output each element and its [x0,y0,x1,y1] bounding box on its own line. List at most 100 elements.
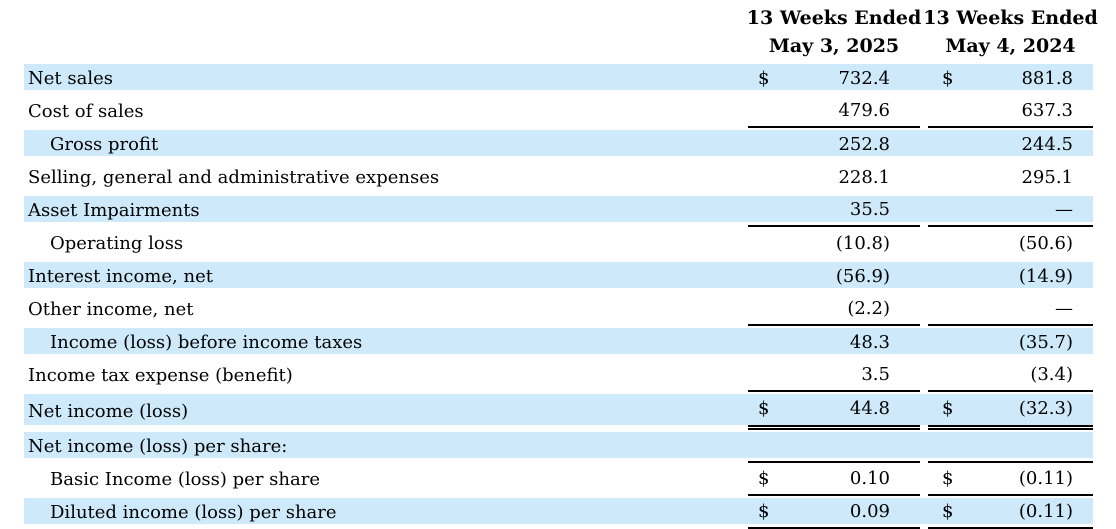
header-label-spacer [24,0,748,62]
value-cell-2025: $44.8 [748,392,920,430]
amount-2024: (32.3) [1018,398,1073,419]
column-gap [920,260,928,293]
table-row: Interest income, net (56.9) (14.9) [24,260,1093,293]
value-cell-2025: (56.9) [748,260,920,293]
amount-2025: 228.1 [838,167,890,188]
table-row: Net income (loss) per share: [24,430,1093,463]
col-header-line2: May 4, 2024 [945,35,1076,57]
amount-2024: — [1055,298,1073,319]
dollar-sign: $ [758,468,770,489]
value-cell-2024: (3.4) [928,359,1093,392]
value-cell-2025: (2.2) [748,293,920,326]
amount-2024: (3.4) [1030,364,1073,385]
row-label: Gross profit [50,134,159,155]
table-body: Net sales $732.4 $881.8 Cost of sales 479.6 6… [0,62,1116,529]
value-cell-2025: 35.5 [748,194,920,227]
amount-2024: 295.1 [1021,167,1073,188]
row-label: Operating loss [50,233,184,254]
value-cell-2024: 637.3 [928,95,1093,128]
row-label: Income (loss) before income taxes [50,332,363,353]
row-label: Diluted income (loss) per share [50,502,337,523]
value-cell-2024: (14.9) [928,260,1093,293]
amount-2025: 0.09 [849,501,890,522]
amount-2025: 479.6 [838,100,890,121]
column-gap [920,326,928,359]
value-cell-2024 [928,430,1093,463]
amount-2024: 244.5 [1021,134,1073,155]
amount-2025: 3.5 [861,364,890,385]
table-row: Gross profit 252.8 244.5 [24,128,1093,161]
table-row: Selling, general and administrative expe… [24,161,1093,194]
value-cell-2024: $ (0.11) [928,496,1093,529]
value-cell-2024: (35.7) [928,326,1093,359]
value-cell-2025: (10.8) [748,227,920,260]
value-cell-2024: — [928,194,1093,227]
amount-2024: (0.11) [1018,501,1073,522]
row-label: Other income, net [28,299,194,320]
row-label: Income tax expense (benefit) [28,365,293,386]
column-gap [920,62,928,95]
amount-2025: 732.4 [838,68,890,89]
value-cell-2025: 3.5 [748,359,920,392]
table-row: Basic Income (loss) per share $0.10 $ (0.11… [24,463,1093,496]
column-gap [920,161,928,194]
column-gap [920,430,928,463]
amount-2025: 44.8 [849,398,890,419]
value-cell-2025: 252.8 [748,128,920,161]
row-label: Net income (loss) per share: [28,436,288,457]
table-header: 13 Weeks Ended May 3, 2025 13 Weeks Ende… [24,0,1098,62]
amount-2024: (35.7) [1018,332,1073,353]
row-label: Cost of sales [28,101,144,122]
value-cell-2024: $ (32.3) [928,392,1093,430]
column-gap [920,463,928,496]
value-cell-2024: — [928,293,1093,326]
table-row: Net sales $732.4 $881.8 [24,62,1093,95]
value-cell-2025: $0.10 [748,463,920,496]
amount-2024: — [1055,199,1073,220]
column-gap [920,227,928,260]
value-cell-2024: 295.1 [928,161,1093,194]
amount-2024: (0.11) [1018,468,1073,489]
row-label: Net income (loss) [28,400,189,422]
value-cell-2025: 48.3 [748,326,920,359]
amount-2025: (56.9) [835,266,890,287]
dollar-sign: $ [758,398,770,419]
value-cell-2024: $ (0.11) [928,463,1093,496]
table-row: Other income, net (2.2) — [24,293,1093,326]
table-row: Income tax expense (benefit) 3.5 (3.4) [24,359,1093,392]
amount-2025: 48.3 [849,332,890,353]
column-gap [920,95,928,128]
value-cell-2025: 228.1 [748,161,920,194]
dollar-sign: $ [942,398,954,419]
value-cell-2025: 479.6 [748,95,920,128]
dollar-sign: $ [942,501,954,522]
amount-2025: 0.10 [849,468,890,489]
column-gap [920,293,928,326]
value-cell-2024: (50.6) [928,227,1093,260]
value-cell-2025: $732.4 [748,62,920,95]
row-label: Asset Impairments [28,200,200,221]
col-header-period-2025: 13 Weeks Ended May 3, 2025 [747,0,921,62]
amount-2025: 252.8 [838,134,890,155]
amount-2025: (10.8) [835,233,890,254]
table-row: Diluted income (loss) per share $0.09 $ (0.… [24,496,1093,529]
column-gap [920,392,928,430]
col-header-line1: 13 Weeks Ended [923,7,1098,29]
table-row: Asset Impairments 35.5 — [24,194,1093,227]
amount-2025: (2.2) [847,298,890,319]
col-header-line2: May 3, 2025 [768,35,900,57]
column-gap [920,128,928,161]
row-label: Interest income, net [28,266,213,287]
column-gap [920,496,928,529]
amount-2024: (14.9) [1018,266,1073,287]
table-row: Cost of sales 479.6 637.3 [24,95,1093,128]
row-label: Selling, general and administrative expe… [28,167,440,188]
row-label: Basic Income (loss) per share [50,469,320,490]
table-row: Net income (loss) $44.8 $ (32.3) [24,392,1093,430]
dollar-sign: $ [758,68,770,89]
value-cell-2025: $0.09 [748,496,920,529]
value-cell-2024: 244.5 [928,128,1093,161]
table-row: Operating loss (10.8) (50.6) [24,227,1093,260]
table-row: Income (loss) before income taxes 48.3 (35… [24,326,1093,359]
